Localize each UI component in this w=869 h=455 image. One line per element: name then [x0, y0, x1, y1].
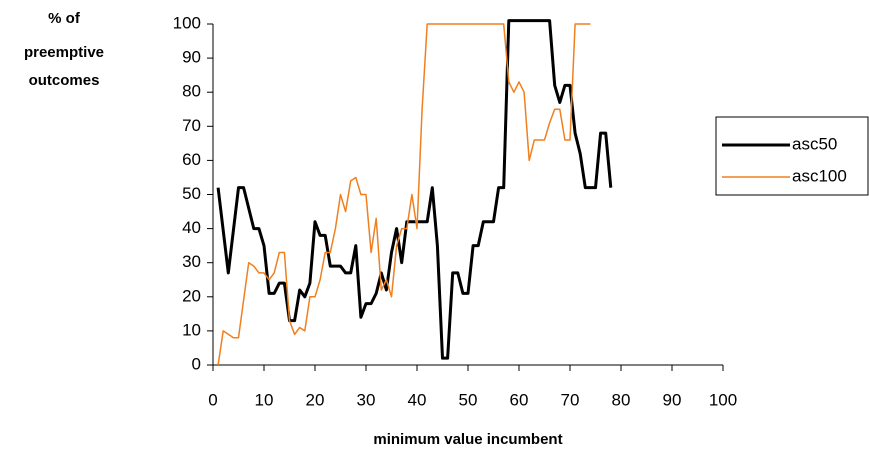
y-tick-label: 40 — [182, 218, 201, 237]
y-axis-label: % of — [48, 10, 81, 27]
y-tick-label: 10 — [182, 320, 201, 339]
y-tick-label: 30 — [182, 252, 201, 271]
y-tick-label: 70 — [182, 116, 201, 135]
y-tick-label: 60 — [182, 150, 201, 169]
x-tick-label: 100 — [709, 390, 737, 409]
x-tick-label: 90 — [663, 390, 682, 409]
x-tick-label: 10 — [255, 390, 274, 409]
y-tick-label: 80 — [182, 82, 201, 101]
series-line — [216, 19, 613, 360]
x-tick-label: 60 — [510, 390, 529, 409]
y-tick-label: 100 — [173, 13, 201, 32]
x-tick-label: 0 — [208, 390, 217, 409]
y-tick-label: 50 — [182, 184, 201, 203]
legend-label: asc100 — [792, 166, 847, 185]
x-tick-label: 30 — [357, 390, 376, 409]
y-tick-label: 90 — [182, 48, 201, 67]
y-tick-label: 0 — [192, 354, 201, 373]
x-tick-label: 70 — [561, 390, 580, 409]
series-line — [217, 23, 591, 366]
y-axis-label: outcomes — [29, 72, 100, 89]
legend-box — [715, 116, 869, 196]
x-tick-label: 80 — [612, 390, 631, 409]
y-axis-label: preemptive — [24, 44, 104, 61]
x-tick-label: 50 — [459, 390, 478, 409]
x-tick-label: 40 — [408, 390, 427, 409]
y-tick-label: 20 — [182, 286, 201, 305]
x-axis-label: minimum value incumbent — [373, 431, 562, 448]
legend-label: asc50 — [792, 134, 837, 153]
x-tick-label: 20 — [306, 390, 325, 409]
